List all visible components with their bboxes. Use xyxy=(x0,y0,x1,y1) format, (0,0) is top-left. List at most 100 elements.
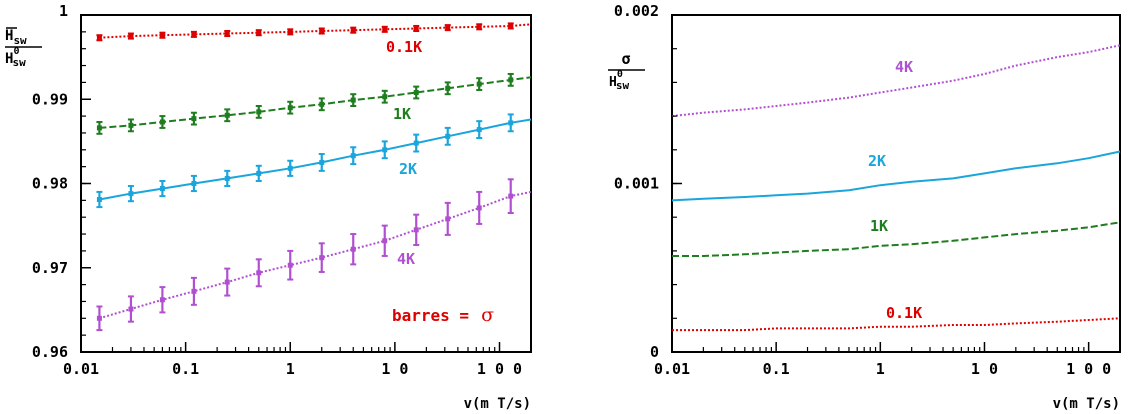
right-chart: 4K 2K 1K 0.1K 0.01 0.1 1 1 0 1 0 0 0.002 0.001 0 σ… xyxy=(608,2,1121,412)
data-point xyxy=(445,85,451,91)
x-tick-label: 1 xyxy=(286,360,295,378)
right-chart-ticks: 0.01 0.1 1 1 0 1 0 0 0.002 0.001 0 xyxy=(614,2,1121,378)
data-point xyxy=(382,147,388,153)
right-series-line-4K xyxy=(671,44,1121,118)
right-x-axis-label: v(m T/s) xyxy=(1053,396,1120,412)
y-tick-label: 0.97 xyxy=(32,259,68,277)
right-series-line-01K xyxy=(672,317,1121,332)
data-point xyxy=(287,105,293,111)
left-y-axis-label: Hsw H0 sw xyxy=(5,27,42,69)
data-point xyxy=(256,270,262,276)
left-series-line-4K xyxy=(99,190,532,320)
left-ylabel-num: Hsw xyxy=(5,28,27,47)
data-point xyxy=(191,181,197,186)
data-point xyxy=(224,112,230,118)
data-point xyxy=(350,97,356,103)
data-point xyxy=(128,191,134,197)
data-point xyxy=(508,193,514,199)
x-tick-label: 1 0 xyxy=(381,360,408,378)
data-point xyxy=(476,81,482,87)
left-x-axis-label: v(m T/s) xyxy=(464,396,531,412)
x-tick-label: 1 0 xyxy=(971,360,998,378)
data-point xyxy=(159,119,165,125)
data-point xyxy=(96,197,102,203)
data-point xyxy=(159,297,165,303)
right-series-line-1K xyxy=(672,221,1121,257)
data-point xyxy=(191,116,197,122)
data-point xyxy=(96,125,102,131)
data-point xyxy=(287,262,293,268)
x-tick-label: 1 xyxy=(876,360,885,378)
data-point xyxy=(476,127,482,133)
data-point xyxy=(96,35,102,41)
data-point xyxy=(319,255,325,261)
left-chart-marks: 0.1K 1K 2K 4K xyxy=(96,22,532,332)
data-point xyxy=(256,170,262,176)
left-series-line-01K xyxy=(99,23,532,39)
x-tick-label: 1 0 0 xyxy=(1066,360,1111,378)
x-tick-label: 0.01 xyxy=(63,360,99,378)
data-point xyxy=(350,246,356,252)
data-point xyxy=(413,90,419,96)
y-tick-label: 0.96 xyxy=(32,343,68,361)
data-point xyxy=(445,25,451,31)
data-point xyxy=(476,205,482,211)
data-point xyxy=(256,30,262,36)
data-point xyxy=(191,31,197,37)
left-series-label: 1K xyxy=(393,105,411,123)
left-ylabel-den: H0 sw xyxy=(5,46,26,69)
data-point xyxy=(382,26,388,32)
data-point xyxy=(159,186,165,192)
data-point xyxy=(256,109,262,115)
data-point xyxy=(445,216,451,222)
y-tick-label: 0.002 xyxy=(614,2,659,20)
left-plot-frame xyxy=(80,14,532,353)
data-point xyxy=(508,23,514,29)
right-chart-marks: 4K 2K 1K 0.1K xyxy=(671,44,1121,332)
right-series-label: 2K xyxy=(868,152,886,170)
data-point xyxy=(319,28,325,34)
left-series-label: 2K xyxy=(399,160,417,178)
y-tick-label: 0 xyxy=(650,343,659,361)
data-point xyxy=(382,238,388,244)
right-y-axis-label: σ H0 sw xyxy=(608,50,645,92)
data-point xyxy=(287,29,293,35)
x-tick-label: 0.1 xyxy=(172,360,199,378)
y-tick-label: 0.98 xyxy=(32,175,68,193)
y-tick-label: 0.001 xyxy=(614,175,659,193)
left-annotation: barres = σ xyxy=(392,304,494,326)
data-point xyxy=(476,24,482,30)
data-point xyxy=(96,315,102,321)
data-point xyxy=(224,279,230,285)
data-point xyxy=(413,25,419,31)
data-point xyxy=(382,94,388,100)
data-point xyxy=(508,120,514,126)
left-chart-ticks: 0.01 0.1 1 1 0 1 0 0 1 0.99 0.98 0.97 0.96 xyxy=(32,2,532,378)
right-ylabel-den: H0 sw xyxy=(609,69,629,92)
right-series-label: 1K xyxy=(870,217,888,235)
data-point xyxy=(128,33,134,39)
data-point xyxy=(319,159,325,165)
y-tick-label: 1 xyxy=(59,2,68,20)
data-point xyxy=(508,77,514,83)
data-point xyxy=(350,27,356,33)
data-point xyxy=(319,101,325,107)
x-tick-label: 0.1 xyxy=(763,360,790,378)
x-tick-label: 0.01 xyxy=(654,360,690,378)
left-chart: 0.1K 1K 2K 4K 0.01 0.1 1 1 0 1 0 0 1 0.99 0.98 0.97… xyxy=(5,2,532,412)
data-point xyxy=(287,165,293,171)
data-point xyxy=(224,175,230,181)
data-point xyxy=(159,32,165,38)
left-series-label: 0.1K xyxy=(386,38,422,56)
data-point xyxy=(128,306,134,312)
right-series-label: 0.1K xyxy=(886,304,922,322)
data-point xyxy=(224,31,230,37)
data-point xyxy=(191,288,197,294)
x-tick-label: 1 0 0 xyxy=(477,360,522,378)
data-point xyxy=(413,140,419,146)
left-series-label: 4K xyxy=(397,250,415,268)
y-tick-label: 0.99 xyxy=(32,90,68,108)
right-series-label: 4K xyxy=(895,58,913,76)
data-point xyxy=(350,153,356,159)
